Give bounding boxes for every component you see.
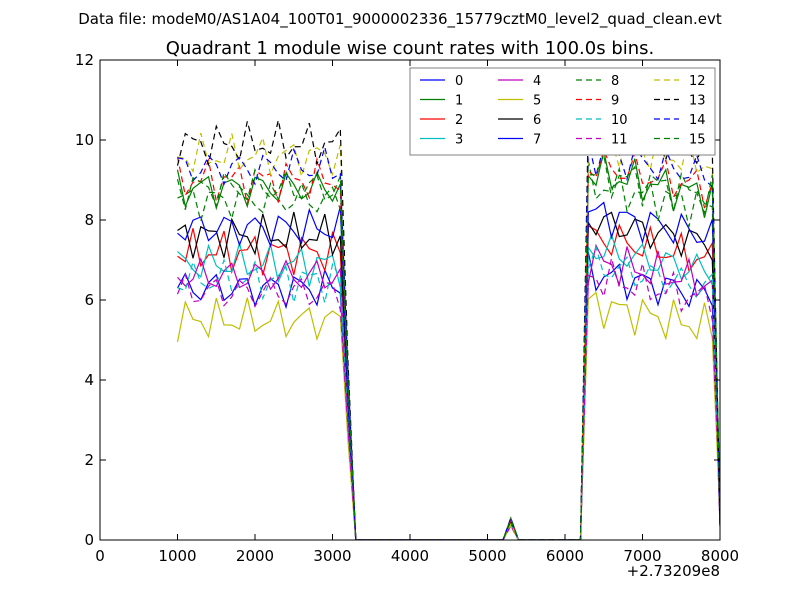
y-tick-label: 6 [84,291,94,309]
chart-title: Quadrant 1 module wise count rates with … [166,38,655,59]
legend-label-8: 8 [611,74,619,89]
y-tick-label: 12 [75,51,94,69]
x-tick-label: 8000 [701,547,739,565]
series-line-7 [177,201,720,540]
legend-label-13: 13 [689,94,706,109]
legend-label-2: 2 [455,113,463,128]
legend-label-3: 3 [455,133,463,148]
x-axis-offset-label: +2.73209e8 [627,562,720,580]
series-line-2 [177,223,720,540]
y-tick-label: 2 [84,451,94,469]
series-line-10 [177,245,720,540]
series-line-0 [176,251,720,540]
x-tick-label: 2000 [236,547,274,565]
x-tick-label: 3000 [313,547,351,565]
legend-label-5: 5 [533,94,541,109]
legend-label-7: 7 [533,133,541,148]
legend-label-10: 10 [611,113,628,128]
plot-area: 0 1000 2000 3000 4000 5000 6000 7000 80000246810… [75,51,739,565]
legend-label-14: 14 [689,113,706,128]
legend-label-4: 4 [533,74,541,89]
series-line-5 [176,291,720,540]
series-line-9 [176,148,720,540]
series-line-6 [177,211,720,540]
legend-box [409,67,716,156]
legend-label-0: 0 [455,74,463,89]
x-tick-label: 1000 [158,547,196,565]
legend-label-1: 1 [455,94,463,109]
x-tick-label: 4000 [391,547,429,565]
y-tick-label: 8 [84,211,94,229]
series-line-11 [176,258,720,540]
x-tick-label: 5000 [468,547,506,565]
x-tick-label: 7000 [623,547,661,565]
series-line-3 [177,233,720,540]
legend-label-12: 12 [689,74,706,89]
legend-label-9: 9 [611,94,619,109]
series-line-12 [177,129,720,540]
legend-label-15: 15 [689,133,706,148]
x-tick-label: 0 [95,547,105,565]
series-line-14 [177,140,720,540]
series-lines [176,118,720,540]
legend-label-6: 6 [533,113,541,128]
series-line-15 [176,152,720,540]
y-tick-label: 4 [84,371,94,389]
series-line-1 [176,151,720,540]
legend-label-11: 11 [611,133,628,148]
y-tick-label: 10 [75,131,94,149]
x-tick-label: 6000 [546,547,584,565]
series-line-8 [177,160,720,540]
y-tick-label: 0 [84,531,94,549]
series-line-4 [177,243,720,540]
data-file-caption: Data file: modeM0/AS1A04_100T01_90000023… [78,10,722,29]
